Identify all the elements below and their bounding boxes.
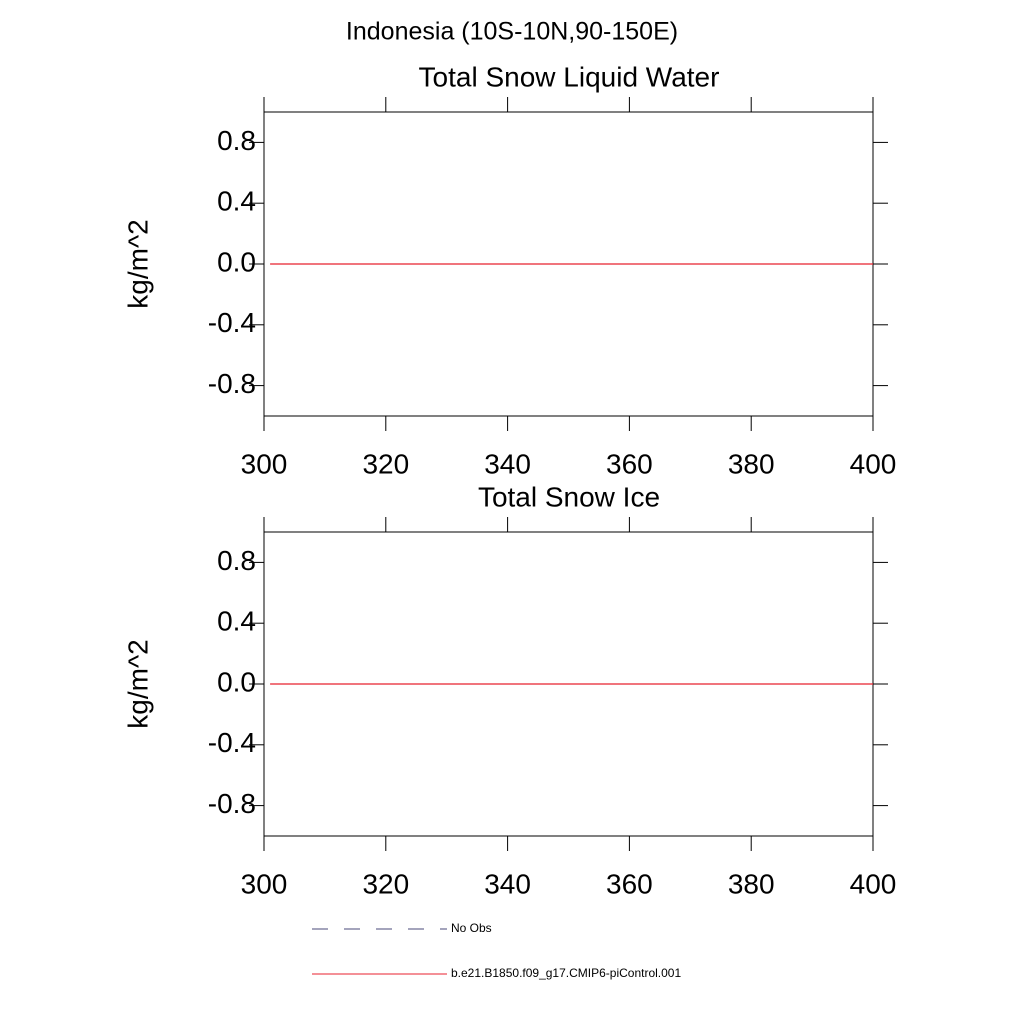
y-tick-label: -0.4 <box>208 307 256 338</box>
y-tick-label: 0.8 <box>217 545 256 576</box>
y-tick-label: -0.8 <box>208 368 256 399</box>
x-tick-label: 320 <box>362 448 409 479</box>
x-tick-label: 340 <box>484 868 531 899</box>
x-tick-label: 360 <box>606 448 653 479</box>
x-tick-label: 340 <box>484 448 531 479</box>
figure-title: Indonesia (10S-10N,90-150E) <box>346 18 678 46</box>
y-tick-label: 0.4 <box>217 606 256 637</box>
chart-title: Total Snow Ice <box>478 481 660 512</box>
x-tick-label: 380 <box>728 448 775 479</box>
y-axis-label: kg/m^2 <box>122 219 153 308</box>
x-tick-label: 400 <box>850 448 897 479</box>
x-tick-label: 300 <box>241 448 288 479</box>
x-tick-label: 380 <box>728 868 775 899</box>
legend-label: No Obs <box>451 921 492 935</box>
y-tick-label: 0.8 <box>217 125 256 156</box>
x-tick-label: 400 <box>850 868 897 899</box>
y-axis-label: kg/m^2 <box>122 639 153 728</box>
y-tick-label: 0.0 <box>217 246 256 277</box>
legend-label: b.e21.B1850.f09_g17.CMIP6-piControl.001 <box>451 966 681 980</box>
x-tick-label: 320 <box>362 868 409 899</box>
y-tick-label: 0.0 <box>217 666 256 697</box>
x-tick-label: 300 <box>241 868 288 899</box>
chart-title: Total Snow Liquid Water <box>419 61 720 92</box>
x-tick-label: 360 <box>606 868 653 899</box>
y-tick-label: -0.4 <box>208 727 256 758</box>
y-tick-label: -0.8 <box>208 788 256 819</box>
y-tick-label: 0.4 <box>217 186 256 217</box>
